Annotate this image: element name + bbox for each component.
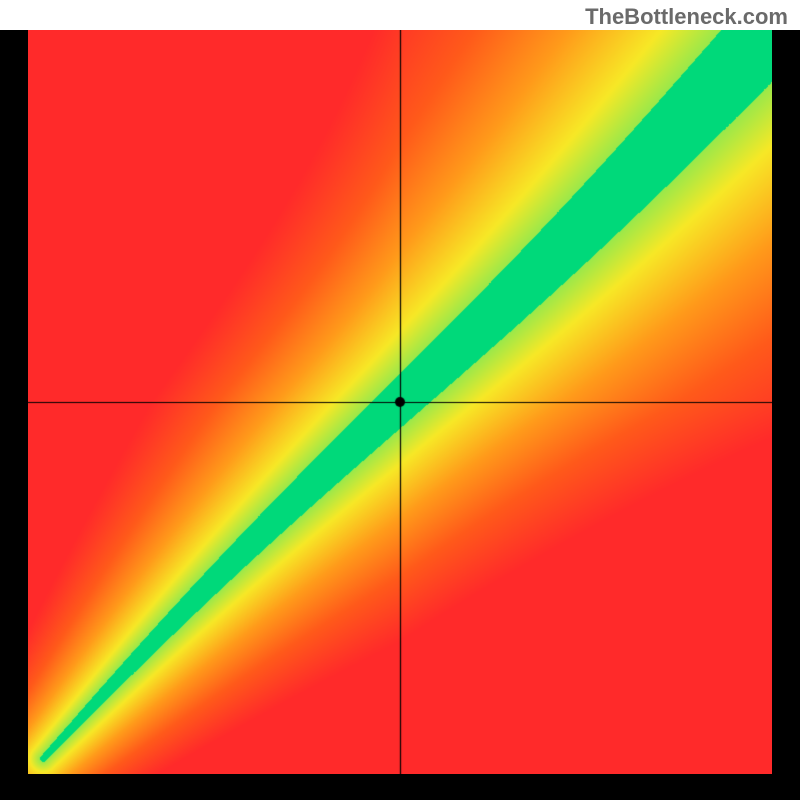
chart-container: TheBottleneck.com bbox=[0, 0, 800, 800]
heatmap-canvas bbox=[28, 30, 772, 774]
watermark-text: TheBottleneck.com bbox=[585, 4, 788, 30]
plot-frame bbox=[0, 30, 800, 800]
heatmap-plot bbox=[28, 30, 772, 774]
